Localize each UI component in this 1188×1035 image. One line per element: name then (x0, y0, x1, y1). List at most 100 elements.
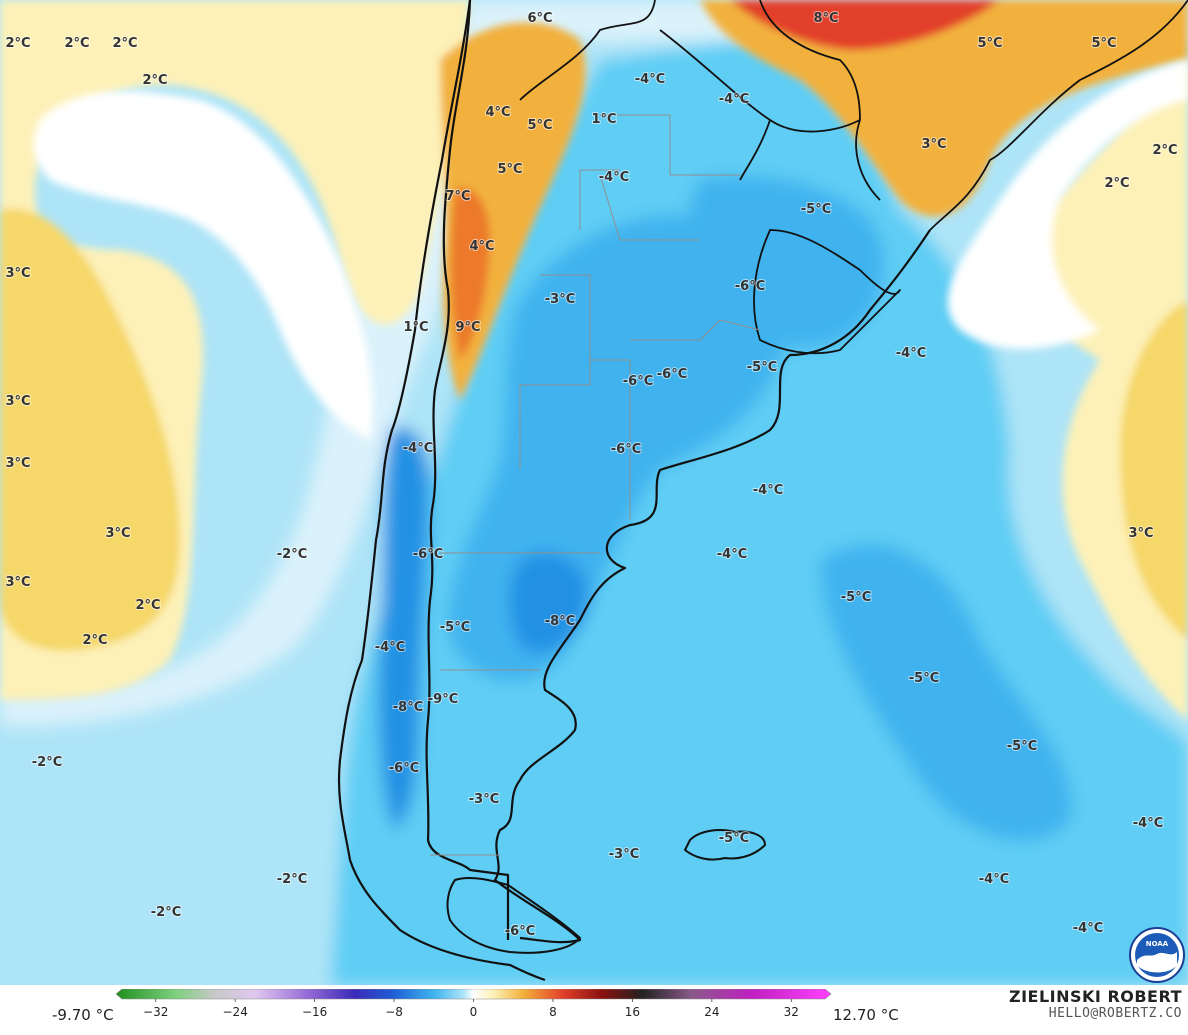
temperature-label: 5°C (977, 36, 1002, 51)
tierra-del-fuego-coast (446, 876, 581, 954)
maximum-value-label: 12.70 °C (833, 1006, 899, 1024)
temperature-label: -4°C (753, 483, 783, 498)
map-footer: -9.70 °C −32 −24 −16 −8 0 8 16 24 32 12.70 °C ZI… (0, 985, 1188, 1035)
temperature-label: -4°C (717, 547, 747, 562)
warm-core-pacific (0, 208, 180, 651)
argentina-atlantic-coastline (493, 229, 931, 944)
temperature-label: -5°C (747, 360, 777, 375)
noaa-logo-text: NOAA (1146, 940, 1169, 948)
temperature-label: 1°C (591, 112, 616, 127)
falklands-coastline (684, 829, 766, 861)
temperature-label: -4°C (896, 346, 926, 361)
brazil-southern-border (759, 0, 1188, 231)
temperature-label: -4°C (979, 872, 1009, 887)
color-scale-tick-label: 32 (784, 1005, 799, 1019)
temperature-label: 8°C (813, 11, 838, 26)
temperature-label: 2°C (135, 598, 160, 613)
temperature-label: -3°C (469, 792, 499, 807)
temperature-label: 2°C (64, 36, 89, 51)
temperature-label: -4°C (599, 170, 629, 185)
temperature-label: 5°C (527, 118, 552, 133)
temperature-label: -4°C (1133, 816, 1163, 831)
province-borders (430, 114, 761, 856)
temperature-label: 2°C (142, 73, 167, 88)
hot-core-brazil (730, 0, 1000, 50)
uruguay-border (753, 229, 901, 355)
cold-ribbon-east (820, 544, 1072, 841)
temperature-label: -4°C (635, 72, 665, 87)
temperature-label: -6°C (657, 367, 687, 382)
color-scale-bar: −32 −24 −16 −8 0 8 16 24 32 (116, 989, 831, 1019)
temperature-label: -9°C (428, 692, 458, 707)
temperature-anomaly-map: NOAA 2°C 2°C 2°C 2°C 3°C 3°C 3°C 3°C 3°C 2°C 2°C -2… (0, 0, 1188, 985)
temperature-label: -5°C (909, 671, 939, 686)
temperature-label: 3°C (5, 456, 30, 471)
temperature-label: -5°C (841, 590, 871, 605)
noaa-logo-icon: NOAA (1129, 927, 1185, 983)
chile-coastline (337, 0, 546, 982)
temperature-label: -4°C (375, 640, 405, 655)
temperature-label: -6°C (735, 279, 765, 294)
color-scale-tick-label: 16 (625, 1005, 640, 1019)
chile-argentina-border (425, 0, 510, 940)
temperature-label: 3°C (5, 575, 30, 590)
warm-core-east-atlantic (1120, 300, 1188, 640)
temperature-label: 3°C (921, 137, 946, 152)
temperature-labels: 2°C 2°C 2°C 2°C 3°C 3°C 3°C 3°C 3°C 2°C 2°C -2°C -2°… (4, 10, 1178, 940)
temperature-label: 3°C (1128, 526, 1153, 541)
temperature-label: 4°C (485, 105, 510, 120)
cold-field-uruguay (689, 176, 885, 348)
cold-fjord-region (378, 427, 430, 830)
warm-core-andes (450, 187, 490, 360)
temperature-label: -5°C (719, 831, 749, 846)
temperature-label: -2°C (277, 872, 307, 887)
color-scale-tick-label: 0 (470, 1005, 478, 1019)
temperature-label: -6°C (389, 761, 419, 776)
temperature-label: -4°C (719, 92, 749, 107)
color-scale-ticks: −32 −24 −16 −8 0 8 16 24 32 (143, 999, 799, 1019)
color-scale-tick-label: −16 (302, 1005, 327, 1019)
author-name: ZIELINSKI ROBERT (1008, 987, 1182, 1006)
temperature-label: 2°C (82, 633, 107, 648)
temperature-label: -6°C (505, 924, 535, 939)
temperature-label: -4°C (403, 441, 433, 456)
temperature-label: 9°C (455, 320, 480, 335)
temperature-label: -2°C (32, 755, 62, 770)
color-scale-tick-label: 24 (704, 1005, 719, 1019)
neutral-patch-pacific (33, 91, 373, 440)
temperature-label: 2°C (112, 36, 137, 51)
temperature-label: -5°C (1007, 739, 1037, 754)
temperature-label: -2°C (277, 547, 307, 562)
neutral-band-east (947, 60, 1188, 349)
temperature-label: 2°C (1104, 176, 1129, 191)
temperature-label: 3°C (5, 394, 30, 409)
color-scale-tick-label: −8 (385, 1005, 403, 1019)
temperature-label: 2°C (1152, 143, 1177, 158)
temperature-label: -4°C (1073, 921, 1103, 936)
author-email: HELLO@ROBERTZ.CO (1048, 1006, 1182, 1021)
temperature-label: 5°C (497, 162, 522, 177)
temperature-label: -3°C (609, 847, 639, 862)
temperature-label: 6°C (527, 11, 552, 26)
minimum-value-label: -9.70 °C (52, 1006, 114, 1024)
temperature-label: -6°C (611, 442, 641, 457)
temperature-label: 7°C (445, 189, 470, 204)
color-scale-tick-label: −24 (223, 1005, 248, 1019)
deep-cold-core (509, 552, 590, 653)
temperature-label: -5°C (801, 202, 831, 217)
temperature-label: -6°C (623, 374, 653, 389)
color-scale-gradient (116, 989, 831, 1000)
author-branding: ZIELINSKI ROBERT HELLO@ROBERTZ.CO (1009, 987, 1182, 1021)
temperature-label: 2°C (5, 36, 30, 51)
color-scale-tick-label: 8 (549, 1005, 557, 1019)
temperature-label: -8°C (393, 700, 423, 715)
temperature-label: -3°C (545, 292, 575, 307)
temperature-label: -2°C (151, 905, 181, 920)
temperature-label: 3°C (5, 266, 30, 281)
temperature-label: -6°C (413, 547, 443, 562)
temperature-label: 4°C (469, 239, 494, 254)
temperature-label: 1°C (403, 320, 428, 335)
temperature-label: -8°C (545, 614, 575, 629)
temperature-label: 3°C (105, 526, 130, 541)
temperature-label: -5°C (440, 620, 470, 635)
